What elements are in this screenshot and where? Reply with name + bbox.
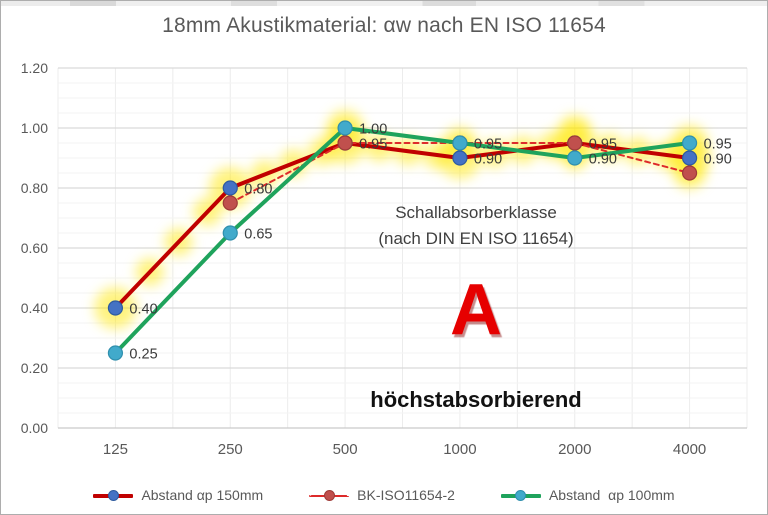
y-axis-tick: 0.60: [21, 240, 48, 256]
data-label: 0.95: [359, 137, 387, 153]
absorber-class-note-line1: Schallabsorberklasse: [395, 203, 557, 222]
absorber-class-note: Schallabsorberklasse (nach DIN EN ISO 11…: [331, 200, 621, 253]
data-point-1-4000[interactable]: [681, 165, 698, 181]
data-point-2-2000[interactable]: [567, 150, 583, 166]
axis-tick-labels: 1.20 1.00 0.80 0.60 0.40 0.20 0.00 125 250 500 100…: [21, 60, 707, 458]
legend-item-0[interactable]: Abstand αp 150mm: [93, 487, 263, 503]
legend-item-label: Abstand αp 100mm: [548, 487, 675, 503]
series-markers: [107, 120, 698, 361]
data-label: 1.00: [359, 122, 387, 138]
series-line-2[interactable]: [113, 126, 692, 355]
data-point-1-500[interactable]: [337, 135, 353, 151]
data-point-2-250[interactable]: [222, 225, 238, 241]
data-point-0-1000[interactable]: [452, 150, 468, 166]
legend-item-label: BK-ISO11654-2: [357, 487, 455, 503]
y-axis-tick: 0.40: [21, 300, 48, 316]
data-point-0-4000[interactable]: [681, 150, 698, 166]
data-point-2-500[interactable]: [337, 120, 353, 136]
data-point-2-1000[interactable]: [452, 135, 468, 151]
data-label: 0.80: [244, 182, 272, 198]
data-point-0-125[interactable]: [107, 300, 124, 316]
y-axis-tick: 1.20: [21, 60, 48, 76]
data-label: 0.95: [704, 137, 732, 153]
data-label: 0.95: [589, 137, 617, 153]
legend-item-2[interactable]: Abstand αp 100mm: [500, 487, 675, 503]
y-axis-tick: 0.00: [21, 420, 48, 436]
x-axis-tick: 125: [103, 441, 128, 458]
top-edge-strip: [1, 1, 767, 6]
chart-title: 18mm Akustikmaterial: αw nach EN ISO 116…: [162, 14, 606, 37]
data-label: 0.65: [244, 227, 272, 243]
data-point-1-250[interactable]: [222, 195, 238, 211]
chart-legend: Abstand αp 150mm BK-ISO11654-2 Abstand αp …: [1, 487, 767, 503]
x-axis-tick: 4000: [673, 441, 706, 458]
data-label: 0.90: [589, 152, 617, 168]
y-axis-tick: 0.80: [21, 180, 48, 196]
data-labels: 0.400.800.950.900.950.900.250.651.000.95…: [129, 122, 731, 363]
data-point-2-4000[interactable]: [681, 135, 698, 151]
data-point-0-250[interactable]: [222, 180, 238, 196]
absorber-class-description: höchstabsorbierend: [370, 387, 582, 412]
y-axis-tick: 0.20: [21, 360, 48, 376]
data-label: 0.40: [129, 302, 157, 318]
x-axis-tick: 1000: [443, 441, 476, 458]
legend-item-1[interactable]: BK-ISO11654-2: [309, 487, 455, 503]
legend-marker-icon: [93, 489, 134, 502]
legend-item-label: Abstand αp 150mm: [141, 487, 264, 503]
data-label: 0.90: [704, 152, 732, 168]
absorber-class-note-line2: (nach DIN EN ISO 11654): [378, 229, 574, 249]
y-axis-tick: 1.00: [21, 120, 48, 136]
x-axis-tick: 500: [333, 441, 358, 458]
x-axis-tick: 2000: [558, 441, 591, 458]
data-label: 0.95: [474, 137, 502, 153]
x-axis-tick: 250: [218, 441, 243, 458]
data-label: 0.90: [474, 152, 502, 168]
data-point-2-125[interactable]: [107, 345, 124, 361]
absorber-class-letter: A: [450, 270, 502, 350]
data-label: 0.25: [129, 347, 157, 363]
series-line-0[interactable]: [113, 141, 692, 310]
legend-marker-icon: [500, 489, 541, 502]
legend-marker-icon: [309, 489, 350, 502]
data-point-1-2000[interactable]: [567, 135, 583, 151]
